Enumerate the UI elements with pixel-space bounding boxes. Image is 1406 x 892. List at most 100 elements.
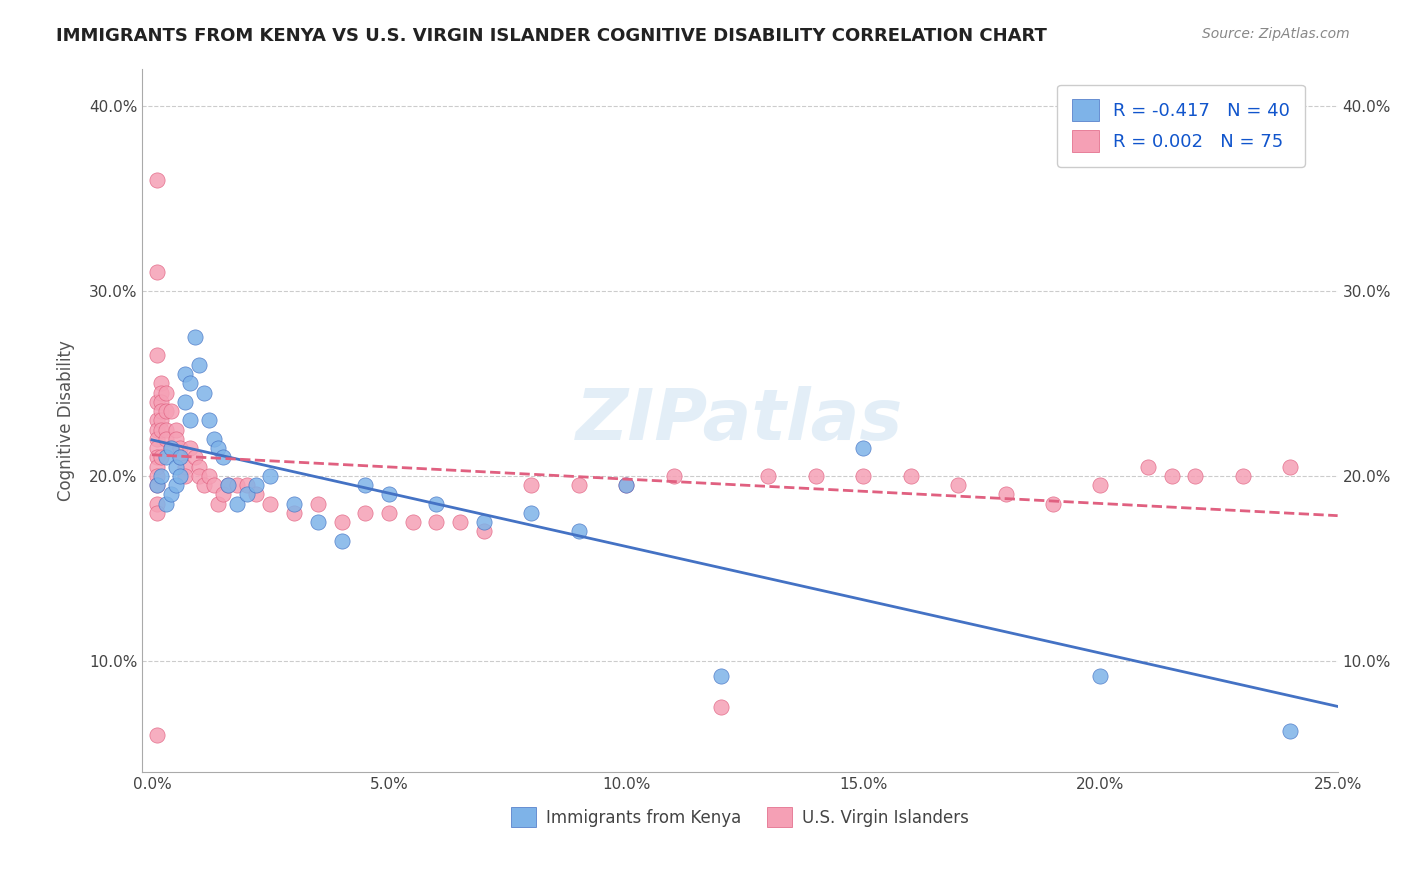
Point bbox=[520, 478, 543, 492]
Point bbox=[174, 459, 197, 474]
Point bbox=[758, 468, 780, 483]
Point bbox=[169, 450, 191, 465]
Point bbox=[259, 468, 281, 483]
Point bbox=[330, 515, 353, 529]
Point bbox=[150, 413, 173, 427]
Point bbox=[900, 468, 922, 483]
Point bbox=[160, 441, 183, 455]
Point bbox=[614, 478, 637, 492]
Point bbox=[212, 487, 235, 501]
Point bbox=[145, 478, 167, 492]
Point bbox=[145, 728, 167, 742]
Point bbox=[155, 432, 177, 446]
Point bbox=[568, 478, 591, 492]
Point bbox=[207, 497, 229, 511]
Point bbox=[160, 404, 183, 418]
Point bbox=[283, 497, 305, 511]
Point bbox=[145, 349, 167, 363]
Point bbox=[1136, 459, 1159, 474]
Point bbox=[145, 265, 167, 279]
Point bbox=[354, 478, 377, 492]
Point bbox=[804, 468, 827, 483]
Point bbox=[472, 524, 495, 539]
Point bbox=[150, 404, 173, 418]
Point bbox=[307, 497, 329, 511]
Point bbox=[150, 423, 173, 437]
Point bbox=[217, 478, 239, 492]
Point bbox=[183, 330, 205, 344]
Point bbox=[145, 459, 167, 474]
Point bbox=[193, 478, 215, 492]
Point bbox=[425, 497, 447, 511]
Point bbox=[330, 533, 353, 548]
Point bbox=[150, 468, 173, 483]
Point bbox=[155, 450, 177, 465]
Point bbox=[174, 367, 197, 381]
Point bbox=[145, 413, 167, 427]
Point bbox=[183, 450, 205, 465]
Point bbox=[662, 468, 685, 483]
Point bbox=[188, 468, 211, 483]
Point bbox=[155, 404, 177, 418]
Point bbox=[236, 487, 259, 501]
Point bbox=[354, 506, 377, 520]
Point bbox=[150, 385, 173, 400]
Point bbox=[202, 478, 225, 492]
Point bbox=[236, 478, 259, 492]
Point bbox=[614, 478, 637, 492]
Point bbox=[226, 497, 249, 511]
Point bbox=[710, 669, 733, 683]
Point bbox=[160, 441, 183, 455]
Point bbox=[145, 468, 167, 483]
Point bbox=[520, 506, 543, 520]
Point bbox=[145, 423, 167, 437]
Point bbox=[1042, 497, 1064, 511]
Point bbox=[165, 459, 187, 474]
Point bbox=[1090, 669, 1112, 683]
Point bbox=[283, 506, 305, 520]
Point bbox=[226, 478, 249, 492]
Point bbox=[145, 172, 167, 186]
Point bbox=[188, 459, 211, 474]
Point bbox=[145, 450, 167, 465]
Point bbox=[568, 524, 591, 539]
Text: Source: ZipAtlas.com: Source: ZipAtlas.com bbox=[1202, 27, 1350, 41]
Point bbox=[169, 441, 191, 455]
Point bbox=[179, 376, 201, 391]
Y-axis label: Cognitive Disability: Cognitive Disability bbox=[58, 340, 75, 500]
Point bbox=[145, 497, 167, 511]
Point bbox=[145, 506, 167, 520]
Point bbox=[165, 432, 187, 446]
Point bbox=[217, 478, 239, 492]
Point bbox=[155, 385, 177, 400]
Point bbox=[948, 478, 970, 492]
Point bbox=[245, 487, 267, 501]
Point bbox=[425, 515, 447, 529]
Point bbox=[165, 478, 187, 492]
Point bbox=[165, 423, 187, 437]
Point bbox=[710, 700, 733, 714]
Point bbox=[307, 515, 329, 529]
Point bbox=[169, 450, 191, 465]
Point bbox=[202, 432, 225, 446]
Point bbox=[145, 478, 167, 492]
Point bbox=[259, 497, 281, 511]
Point bbox=[1279, 724, 1302, 739]
Point bbox=[472, 515, 495, 529]
Point bbox=[207, 441, 229, 455]
Point bbox=[378, 487, 401, 501]
Point bbox=[193, 385, 215, 400]
Point bbox=[245, 478, 267, 492]
Legend: Immigrants from Kenya, U.S. Virgin Islanders: Immigrants from Kenya, U.S. Virgin Islan… bbox=[505, 800, 976, 834]
Point bbox=[145, 441, 167, 455]
Point bbox=[852, 441, 875, 455]
Point bbox=[150, 450, 173, 465]
Point bbox=[1160, 468, 1182, 483]
Point bbox=[150, 394, 173, 409]
Point bbox=[1184, 468, 1206, 483]
Point bbox=[198, 413, 221, 427]
Point bbox=[150, 376, 173, 391]
Point bbox=[155, 497, 177, 511]
Point bbox=[212, 450, 235, 465]
Point bbox=[852, 468, 875, 483]
